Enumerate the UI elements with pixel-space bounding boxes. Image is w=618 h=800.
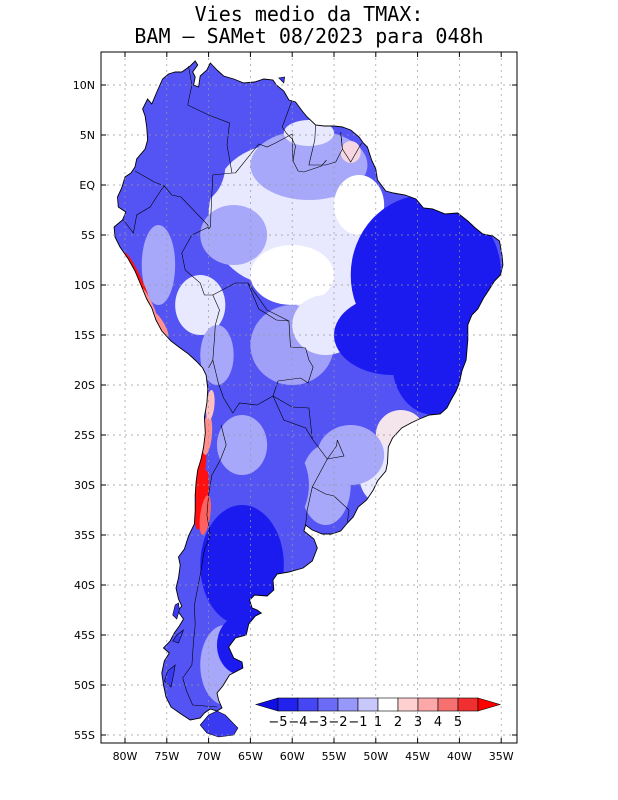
coastline	[113, 60, 504, 721]
colorbar-swatch	[377, 697, 399, 712]
country-border	[272, 395, 313, 440]
longitude-label: 50W	[363, 750, 388, 763]
island	[278, 76, 286, 84]
latitude-label: 5S	[81, 229, 95, 242]
longitude-label: 75W	[154, 750, 179, 763]
bias-region	[283, 120, 335, 146]
country-border	[312, 439, 345, 488]
colorbar-swatch	[317, 697, 339, 712]
country-border	[208, 172, 233, 230]
longitude-label: 70W	[196, 750, 221, 763]
longitude-label: 45W	[405, 750, 430, 763]
colorbar-label: −5	[268, 715, 287, 730]
longitude-label: 80W	[113, 750, 138, 763]
latitude-label: 15S	[74, 329, 95, 342]
colorbar-label: 4	[434, 715, 442, 730]
island	[172, 602, 180, 620]
colorbar-label: −3	[308, 715, 327, 730]
bias-region	[216, 415, 268, 475]
map-title-line-2: BAM – SAMet 08/2023 para 048h	[134, 24, 484, 48]
latitude-label: 10S	[74, 279, 95, 292]
latitude-label: 10N	[73, 79, 95, 92]
country-border	[235, 133, 294, 174]
country-border	[305, 486, 313, 526]
map-frame	[100, 51, 518, 744]
latitude-label: 20S	[74, 379, 95, 392]
colorbar-label: −1	[348, 715, 367, 730]
latitude-label: EQ	[79, 179, 95, 192]
longitude-label: 55W	[322, 750, 347, 763]
latitude-label: 55S	[74, 729, 95, 742]
map-title-line-1: Vies medio da TMAX:	[194, 2, 424, 26]
axis-ticks	[101, 52, 517, 743]
andes-bias-streak	[205, 390, 215, 420]
bias-region	[308, 375, 393, 435]
colorbar-label: 5	[454, 715, 462, 730]
latitude-label: 35S	[74, 529, 95, 542]
colorbar-label: −4	[288, 715, 307, 730]
colorbar-swatch	[337, 697, 359, 712]
country-border	[187, 65, 236, 174]
island	[163, 664, 176, 688]
colorbar-label: 1	[374, 715, 382, 730]
longitude-label: 40W	[447, 750, 472, 763]
colorbar-label: −2	[328, 715, 347, 730]
island	[172, 629, 185, 644]
latitude-label: 50S	[74, 679, 95, 692]
colorbar-swatch	[457, 697, 479, 712]
colorbar-swatch	[417, 697, 439, 712]
longitude-label: 35W	[489, 750, 514, 763]
latitude-labels: 10N 5N EQ 5S 10S 15S 20S 25S 30S 35S 40S 45S 50S 55S	[73, 79, 96, 742]
colorbar-legend: −5 −4 −3 −2 −1 1 2 3 4 5	[254, 697, 502, 730]
colorbar-swatch	[397, 697, 419, 712]
country-border	[247, 282, 290, 322]
country-border	[281, 99, 327, 173]
land-bias-field	[113, 60, 504, 738]
latitude-label: 30S	[74, 479, 95, 492]
lat-lon-gridlines	[101, 52, 517, 743]
andes-bias-streak	[151, 311, 169, 339]
country-border	[182, 424, 227, 708]
colorbar-right-arrow	[477, 697, 502, 712]
islands	[163, 76, 312, 738]
colorbar-swatch	[277, 697, 299, 712]
country-border	[122, 185, 165, 234]
bias-region	[300, 445, 351, 525]
longitude-labels: 80W 75W 70W 65W 60W 55W 50W 45W 40W 35W	[113, 750, 514, 763]
colorbar-swatch	[297, 697, 319, 712]
andes-bias-streak	[194, 470, 210, 530]
country-border	[208, 294, 220, 369]
latitude-label: 40S	[74, 579, 95, 592]
latitude-label: 25S	[74, 429, 95, 442]
longitude-label: 65W	[238, 750, 263, 763]
bias-region	[175, 275, 226, 335]
longitude-label: 60W	[280, 750, 305, 763]
colorbar-swatch	[437, 697, 459, 712]
latitude-label: 5N	[80, 129, 95, 142]
country-border	[340, 131, 362, 163]
bias-region	[434, 225, 477, 275]
island	[199, 710, 239, 738]
bias-region	[340, 141, 361, 163]
bias-region	[392, 315, 477, 415]
colorbar-label: 2	[394, 715, 402, 730]
andes-bias-streak	[199, 495, 211, 535]
country-border	[212, 282, 314, 414]
colorbar-label: 3	[414, 715, 422, 730]
country-border	[134, 170, 209, 230]
latitude-label: 45S	[74, 629, 95, 642]
colorbar-swatch	[357, 697, 379, 712]
